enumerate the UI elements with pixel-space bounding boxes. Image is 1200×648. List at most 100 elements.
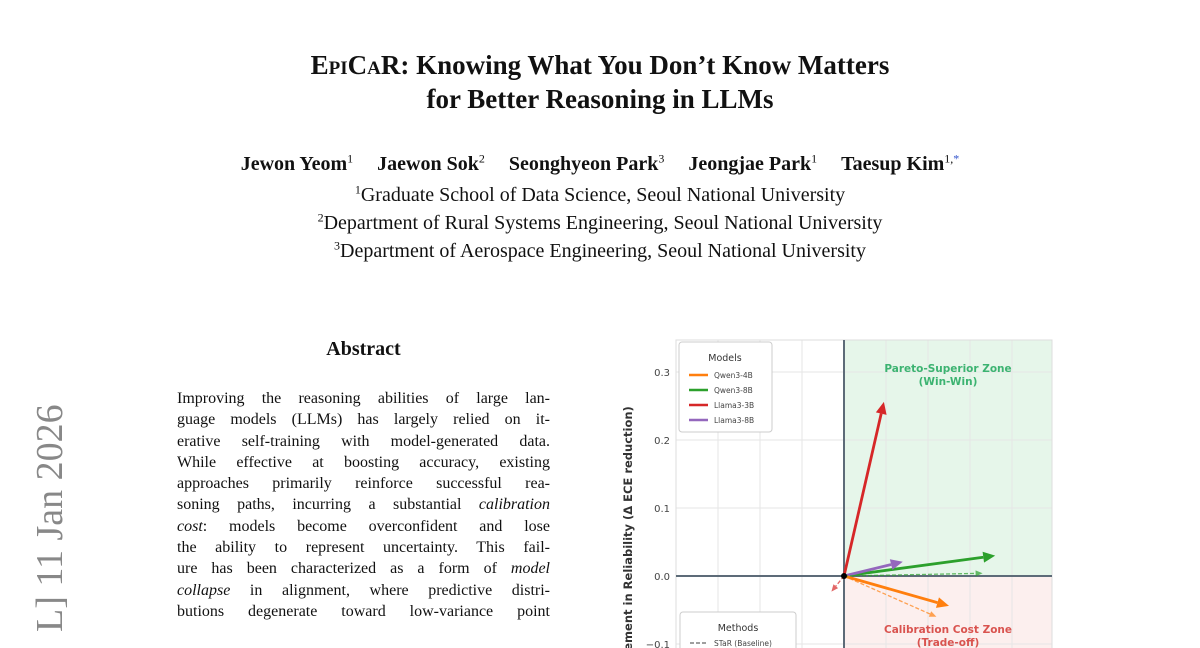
zone-label: Pareto-Superior Zone [884, 363, 1011, 375]
emphasis: model [510, 560, 550, 578]
author-affil-num: 2 [478, 151, 485, 166]
text: in alignment, where predictive distri- [230, 581, 550, 599]
text: While effective at boosting accuracy, ex… [177, 453, 550, 471]
legend-item-label: Llama3-3B [714, 401, 754, 410]
author-name: Seonghyeon Park [508, 153, 659, 175]
legend-box [678, 341, 773, 433]
aff-sup: 1 [354, 182, 361, 197]
arrow-shaft [843, 575, 931, 615]
arxiv-stamp: L] 11 Jan 2026 [29, 404, 71, 632]
text: approaches primarily reinforce successfu… [177, 475, 550, 493]
author: Jeongjae Park1 [688, 151, 817, 175]
emphasis: calibration [478, 496, 550, 514]
title-r: R [380, 50, 401, 80]
abstract-line: soning paths, incurring a substantial ca… [177, 494, 550, 515]
aff-text: Department of Rural Systems Engineering,… [323, 212, 883, 234]
zone-pareto-superior [844, 340, 1052, 576]
arrow-head [875, 401, 887, 415]
text: the ability to represent uncertainty. Th… [177, 539, 550, 557]
y-tick-label: 0.1 [654, 504, 670, 515]
origin-point [841, 573, 847, 579]
zone-label: Calibration Cost Zone [884, 624, 1012, 636]
aff-text: Graduate School of Data Science, Seoul N… [360, 184, 846, 206]
legend-item-label: Llama3-8B [714, 416, 754, 425]
text: erative self-training with model-generat… [177, 432, 550, 450]
emphasis: cost [177, 517, 203, 535]
text: Improving the reasoning abilities of lar… [177, 390, 550, 407]
title-line2: for Better Reasoning in LLMs [426, 84, 774, 114]
author-name: Jaewon Sok [377, 153, 479, 175]
plot-frame [675, 339, 1053, 648]
author-name: Jewon Yeom [240, 153, 348, 175]
y-tick-label: 0.0 [654, 572, 670, 583]
paper-title: EpiCaR: Knowing What You Don’t Know Matt… [0, 48, 1200, 116]
abstract-line: ure has been characterized as a form of … [177, 558, 550, 579]
arrow-head [935, 597, 949, 608]
text: : models become overconfident and lose [202, 517, 550, 535]
arrow-qwen3-8b-star [843, 570, 983, 577]
text: ure has been characterized as a form of [177, 560, 511, 578]
affiliation-3: 3Department of Aerospace Engineering, Se… [0, 239, 1200, 263]
author-name: Taesup Kim [841, 153, 945, 175]
aff-sup: 2 [317, 210, 324, 225]
title-line1: : Knowing What You Don’t Know Matters [400, 50, 890, 80]
author: Taesup Kim1,* [841, 151, 959, 175]
abstract-line: Improving the reasoning abilities of lar… [177, 388, 550, 409]
author-sup: 1,* [944, 151, 959, 165]
text: soning paths, incurring a substantial [177, 496, 479, 514]
arrow-llama3-8b [843, 559, 903, 578]
emphasis: collapse [177, 581, 231, 599]
y-tick-label: 0.3 [654, 368, 670, 379]
title-sc1: Epi [310, 50, 348, 80]
arrow-head [928, 611, 937, 617]
zone-sublabel: (Win-Win) [919, 376, 978, 388]
arrow-head [982, 551, 996, 563]
author-sup: 2 [479, 151, 485, 165]
abstract-line: erative self-training with model-generat… [177, 431, 550, 452]
abstract-line: cost: models become overconfident and lo… [177, 516, 550, 537]
text: butions degenerate toward low-variance p… [177, 602, 550, 620]
corresponding-mark: * [953, 151, 960, 166]
author-name: Jeongjae Park [688, 153, 812, 175]
arrow-head [889, 559, 903, 570]
legend-title: Models [708, 353, 742, 364]
author: Jewon Yeom1 [240, 151, 354, 175]
arrow-qwen3-8b [843, 551, 996, 578]
legend-box [679, 611, 797, 648]
arrow-shaft [843, 574, 938, 604]
zone-sublabel: (Trade-off) [917, 637, 980, 648]
legend-methods: Methods STaR (Baseline) [679, 611, 797, 648]
legend-item-label: Qwen3-4B [714, 371, 753, 380]
arrow-head [975, 570, 983, 577]
y-tick-label: 0.2 [654, 436, 670, 447]
legend-item-label: STaR (Baseline) [714, 639, 772, 648]
abstract-line: guage models (LLMs) has largely relied o… [177, 409, 550, 430]
abstract-line: butions degenerate toward low-variance p… [177, 601, 550, 622]
author-list: Jewon Yeom1 Jaewon Sok2 Seonghyeon Park3 Je… [0, 151, 1200, 176]
arrow-shaft [843, 572, 976, 577]
author-affil-num: 1, [944, 151, 954, 166]
author-affil-num: 1 [811, 151, 818, 166]
author-sup: 1 [811, 151, 817, 165]
title-sc2: Ca [347, 50, 381, 80]
aff-text: Department of Aerospace Engineering, Seo… [340, 240, 866, 262]
abstract-line: the ability to represent uncertainty. Th… [177, 537, 550, 558]
arrow-qwen3-4b [843, 574, 949, 608]
arrow-llama3-3b-star [831, 575, 845, 592]
author: Jaewon Sok2 [377, 151, 485, 175]
arrow-qwen3-4b-star [843, 575, 937, 617]
y-axis-label: rovement in Reliability (Δ ECE reduction… [621, 406, 635, 648]
abstract-line: approaches primarily reinforce successfu… [177, 473, 550, 494]
arrow-llama3-3b [842, 401, 887, 577]
zone-calibration-cost [844, 576, 1052, 648]
abstract-line: While effective at boosting accuracy, ex… [177, 452, 550, 473]
author-affil-num: 3 [658, 151, 665, 166]
y-tick-label: −0.1 [646, 640, 670, 648]
abstract-line: collapse in alignment, where predictive … [177, 580, 550, 601]
affiliation-2: 2Department of Rural Systems Engineering… [0, 210, 1200, 235]
affiliation-1: 1Graduate School of Data Science, Seoul … [0, 182, 1200, 207]
arrow-head [831, 584, 839, 592]
legend-title: Methods [718, 623, 759, 634]
author-affil-num: 1 [347, 151, 354, 166]
